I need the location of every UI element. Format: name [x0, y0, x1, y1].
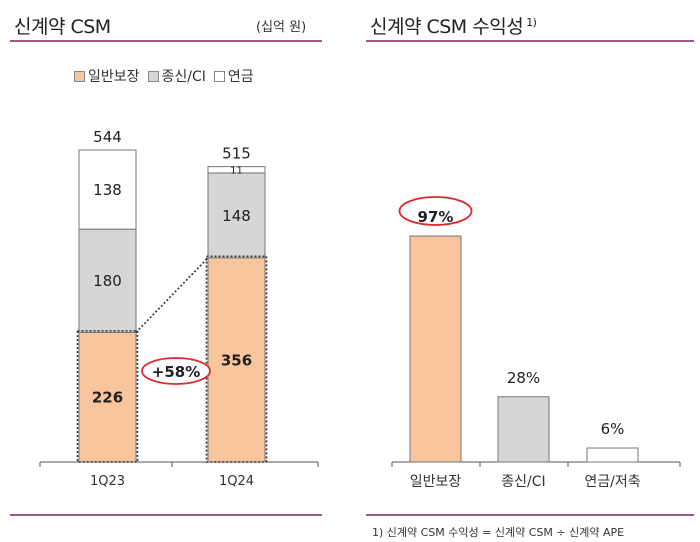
x-tick-label-1q23: 1Q23	[90, 474, 125, 489]
footnote: 1) 신계약 CSM 수익성 = 신계약 CSM ÷ 신계약 APE	[372, 526, 625, 539]
legend: 일반보장 종신/CI 연금	[74, 66, 254, 86]
bar-whole-life	[497, 396, 550, 463]
left-chart-title: 신계약 CSM	[14, 16, 111, 38]
bar-annuity-1q23	[78, 149, 137, 230]
right-top-rule	[366, 40, 694, 42]
x-tick-label-annuity-savings: 연금/저축	[584, 474, 640, 490]
left-bottom-rule	[10, 514, 322, 516]
x-tick-label-1q24: 1Q24	[219, 474, 254, 489]
highlight-circle-97	[398, 196, 473, 226]
value-label-annuity-1q23: 138	[93, 181, 122, 199]
bar-general-1q24	[207, 257, 266, 463]
bar-general	[409, 235, 462, 463]
left-top-rule	[10, 40, 322, 42]
bar-annuity-savings	[586, 447, 639, 463]
value-label-whole-life-1q24: 148	[222, 207, 251, 225]
bar-whole-life-1q24	[207, 172, 266, 259]
value-label-general-1q24: 356	[221, 351, 252, 369]
bar-whole-life-1q23	[78, 228, 137, 333]
bar-general-1q23	[78, 331, 137, 463]
value-label-whole-life-1q23: 180	[93, 272, 122, 290]
growth-connector-line	[135, 257, 209, 333]
legend-item-general: 일반보장	[74, 66, 140, 86]
annotation-circle	[141, 357, 211, 385]
highlight-outline-general-1q24	[205, 255, 268, 463]
highlight-outline-general-1q23	[76, 330, 139, 463]
x-tick-label-whole-life: 종신/CI	[501, 474, 545, 490]
total-label-1q23: 544	[93, 128, 122, 146]
right-bottom-rule	[366, 514, 694, 516]
legend-label-annuity: 연금	[227, 69, 254, 85]
legend-label-general: 일반보장	[88, 69, 140, 85]
legend-label-whole-life: 종신/CI	[161, 69, 206, 85]
bar-annuity-1q24	[207, 166, 266, 174]
title-footnote-mark: 1)	[526, 15, 537, 29]
value-label-general-1q23: 226	[92, 389, 123, 407]
unit-label: (십억 원)	[256, 20, 307, 35]
legend-item-whole-life: 종신/CI	[147, 66, 206, 86]
right-chart-title-text: 신계약 CSM 수익성	[370, 16, 524, 38]
value-label-annuity-savings: 6%	[601, 420, 625, 438]
legend-item-annuity: 연금	[213, 66, 254, 86]
value-label-whole-life: 28%	[507, 369, 540, 387]
legend-swatch-general	[74, 70, 85, 82]
value-label-annuity-1q24: 11	[230, 165, 243, 176]
total-label-1q24: 515	[222, 145, 251, 163]
growth-annotation: +58%	[152, 363, 200, 381]
value-label-general: 97%	[418, 208, 454, 226]
legend-swatch-whole-life	[147, 70, 159, 82]
x-tick-label-general: 일반보장	[410, 474, 462, 490]
right-chart-title: 신계약 CSM 수익성 1)	[370, 12, 537, 39]
legend-swatch-annuity	[213, 70, 225, 82]
